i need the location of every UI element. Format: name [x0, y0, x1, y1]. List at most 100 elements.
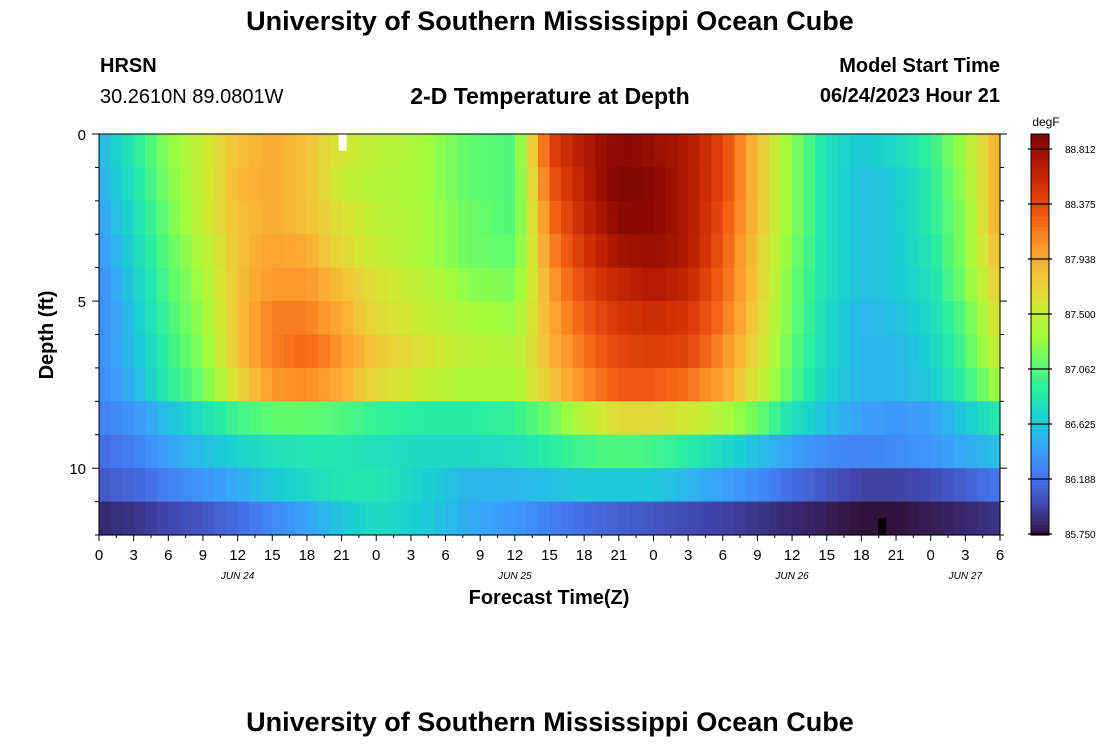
heatmap-cell	[364, 234, 377, 269]
heatmap-cell	[907, 501, 920, 536]
heatmap-cell	[815, 468, 828, 503]
heatmap-cell	[226, 134, 239, 169]
heatmap-cell	[295, 234, 308, 269]
heatmap-cell	[318, 501, 331, 536]
heatmap-cell	[792, 134, 805, 169]
heatmap-cell	[561, 234, 574, 269]
heatmap-cell	[595, 301, 608, 336]
heatmap-cell	[457, 134, 470, 169]
heatmap-cell	[364, 134, 377, 169]
heatmap-cell	[757, 134, 770, 169]
heatmap-cell	[491, 267, 504, 302]
heatmap-cell	[618, 334, 631, 369]
heatmap-cell	[237, 501, 250, 536]
heatmap-cell	[145, 468, 158, 503]
heatmap-cell	[988, 334, 1001, 369]
heatmap-cell	[295, 267, 308, 302]
heatmap-cell	[861, 134, 874, 169]
heatmap-cell	[168, 267, 181, 302]
colorbar-segment	[1031, 488, 1049, 493]
heatmap-cell	[387, 267, 400, 302]
heatmap-cell	[237, 301, 250, 336]
heatmap-cell	[595, 134, 608, 169]
heatmap-cell	[734, 134, 747, 169]
heatmap-cell	[953, 234, 966, 269]
heatmap-cell	[815, 434, 828, 469]
heatmap-cell	[168, 134, 181, 169]
heatmap-cell	[306, 367, 320, 402]
heatmap-cell	[699, 334, 712, 369]
heatmap-cell	[260, 434, 273, 469]
heatmap-cell	[202, 167, 216, 202]
heatmap-cell	[930, 434, 943, 469]
heatmap-cell	[306, 267, 320, 302]
heatmap-cell	[457, 200, 470, 235]
heatmap-cell	[445, 134, 458, 169]
heatmap-cell	[641, 200, 655, 235]
heatmap-cell	[653, 367, 666, 402]
heatmap-cell	[745, 334, 759, 369]
heatmap-cell	[353, 334, 366, 369]
heatmap-cell	[722, 367, 735, 402]
heatmap-cell	[641, 501, 655, 536]
heatmap-cell	[341, 234, 354, 269]
heatmap-cell	[549, 234, 562, 269]
heatmap-cell	[399, 234, 412, 269]
heatmap-cell	[734, 167, 747, 202]
colorbar-segment	[1031, 137, 1049, 142]
heatmap-cell	[122, 367, 135, 402]
heatmap-cell	[514, 334, 527, 369]
colorbar-segment	[1031, 157, 1049, 162]
heatmap-cell	[422, 434, 435, 469]
heatmap-cell	[503, 167, 516, 202]
heatmap-cell	[272, 267, 285, 302]
heatmap-cell	[849, 267, 862, 302]
heatmap-cell	[353, 301, 366, 336]
heatmap-cell	[561, 134, 574, 169]
heatmap-cell	[480, 234, 493, 269]
heatmap-cell	[445, 167, 458, 202]
heatmap-cell	[468, 334, 481, 369]
heatmap-cell	[907, 434, 920, 469]
heatmap-cell	[907, 200, 920, 235]
heatmap-cell	[272, 401, 285, 436]
heatmap-cell	[942, 334, 955, 369]
heatmap-cell	[595, 367, 608, 402]
heatmap-cell	[399, 434, 412, 469]
x-tick-label: 21	[333, 547, 350, 564]
heatmap-cell	[549, 434, 562, 469]
heatmap-cell	[249, 200, 262, 235]
heatmap-cell	[295, 134, 308, 169]
heatmap-cell	[838, 501, 851, 536]
heatmap-cell	[283, 301, 296, 336]
heatmap-cell	[780, 434, 793, 469]
heatmap-cell	[688, 434, 701, 469]
colorbar-segment	[1031, 207, 1049, 212]
colorbar-segment	[1031, 441, 1049, 446]
heatmap-cell	[503, 334, 516, 369]
x-tick-label: 18	[299, 547, 316, 564]
heatmap-cell	[838, 134, 851, 169]
heatmap-cell	[503, 401, 516, 436]
heatmap-cell	[849, 401, 862, 436]
heatmap-cell	[861, 401, 874, 436]
heatmap-cell	[156, 401, 169, 436]
heatmap-cell	[976, 367, 990, 402]
colorbar-segment	[1031, 351, 1049, 356]
colorbar-segment	[1031, 377, 1049, 382]
colorbar-tick-label: 87.938	[1065, 255, 1096, 266]
heatmap-cell	[99, 401, 112, 436]
heatmap-cell	[295, 468, 308, 503]
heatmap-cell	[699, 267, 712, 302]
heatmap-cell	[433, 468, 447, 503]
heatmap-cell	[433, 267, 447, 302]
heatmap-cell	[665, 267, 678, 302]
heatmap-cell	[295, 200, 308, 235]
colorbar-segment	[1031, 381, 1049, 386]
heatmap-cell	[491, 468, 504, 503]
heatmap-cell	[122, 301, 135, 336]
heatmap-cell	[272, 167, 285, 202]
heatmap-cell	[272, 301, 285, 336]
heatmap-cell	[364, 367, 377, 402]
heatmap-cell	[122, 468, 135, 503]
